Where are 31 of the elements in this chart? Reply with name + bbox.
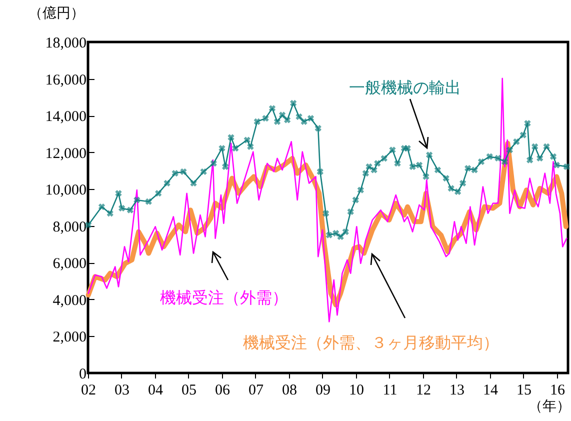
y-tick-label: 2,000 bbox=[52, 330, 86, 346]
x-tick-label: 06 bbox=[214, 382, 230, 398]
x-tick-label: 08 bbox=[282, 382, 297, 398]
x-tick-label: 09 bbox=[315, 382, 330, 398]
x-tick-label: 12 bbox=[416, 382, 431, 398]
text: 一般機械の輸出 bbox=[349, 79, 461, 97]
x-tick-label: 11 bbox=[382, 382, 398, 398]
line-series bbox=[88, 78, 568, 322]
y-tick-label: 4,000 bbox=[52, 292, 86, 309]
y-tick-label: 6,000 bbox=[52, 256, 86, 272]
y-tick-label: 8,000 bbox=[52, 219, 86, 236]
y-tick-label: 14,000 bbox=[45, 109, 86, 126]
x-tick-label: 04 bbox=[148, 382, 164, 398]
text: 機械受注（外需） bbox=[160, 289, 288, 307]
y-tick-label: 18,000 bbox=[45, 36, 86, 52]
x-tick-label: 15 bbox=[516, 382, 532, 398]
x-axis-title: （年） bbox=[528, 398, 570, 414]
y-tick-label: 10,000 bbox=[45, 182, 86, 199]
x-tick-label: 10 bbox=[348, 382, 364, 398]
x-tick-label: 16 bbox=[550, 382, 566, 398]
x-tick-label: 02 bbox=[81, 382, 96, 398]
x-tick-label: 05 bbox=[181, 382, 196, 398]
x-tick-label: 03 bbox=[114, 382, 130, 398]
y-axis-title: （億円） bbox=[28, 6, 84, 22]
y-tick-label: 16,000 bbox=[45, 72, 86, 88]
y-tick-label: 12,000 bbox=[45, 146, 86, 162]
x-tick-label: 13 bbox=[449, 382, 464, 398]
text: 機械受注（外需、３ヶ月移動平均） bbox=[243, 334, 499, 352]
y-tick-label: 0 bbox=[79, 366, 86, 382]
x-tick-label: 07 bbox=[248, 382, 264, 398]
x-tick-label: 14 bbox=[482, 382, 498, 398]
